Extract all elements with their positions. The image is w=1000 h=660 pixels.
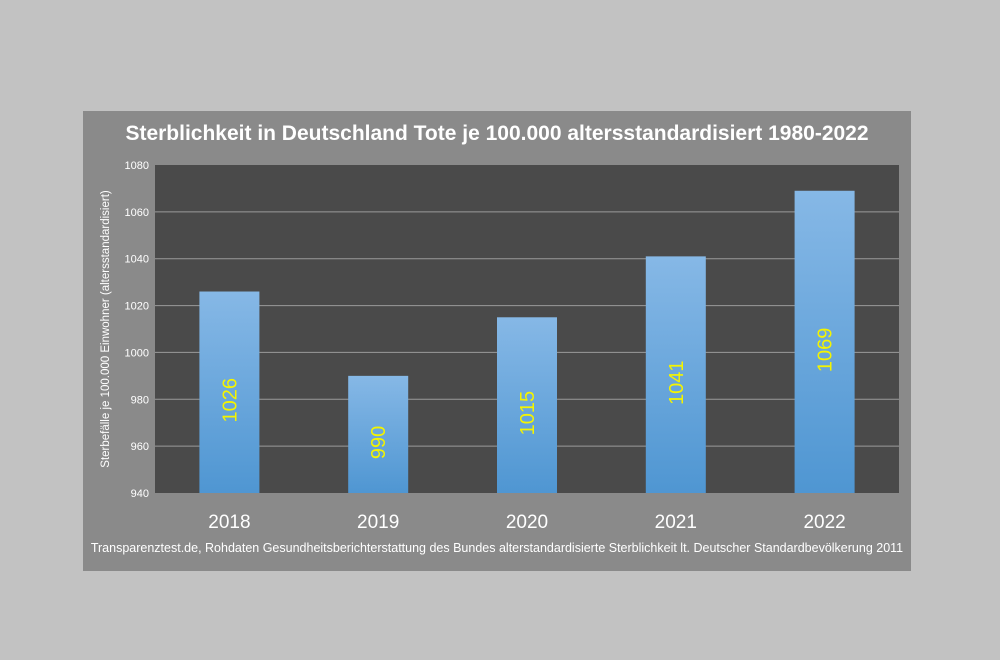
y-tick-label: 1000 [125,347,149,359]
bar-2020 [497,317,557,493]
y-axis-label: Sterbefälle je 100.000 Einwohner (alters… [100,190,112,468]
data-label-2019: 990 [368,426,390,459]
y-tick-label: 1080 [125,160,149,172]
chart-frame: Sterblichkeit in Deutschland Tote je 100… [83,111,911,571]
bar-2022 [794,190,855,493]
data-label-2022: 1069 [815,328,837,373]
y-tick-label: 960 [131,441,149,453]
data-label-2021: 1041 [666,360,688,405]
x-tick-label-2020: 2020 [506,512,548,533]
x-tick-label-2018: 2018 [208,512,250,533]
x-tick-label-2021: 2021 [655,512,697,533]
bar-chart: 940 960 980 1000 1020 1040 1060 1080 1026 2018 99… [100,160,899,533]
y-tick-label: 940 [131,488,149,500]
x-tick-label-2019: 2019 [357,512,399,533]
y-tick-label: 1060 [125,207,149,219]
chart-source: Transparenztest.de, Rohdaten Gesundheits… [90,541,904,555]
bar-2018 [199,291,260,493]
x-tick-label-2022: 2022 [803,512,845,533]
data-label-2018: 1026 [219,378,241,423]
bar-2021 [645,256,706,493]
chart-title: Sterblichkeit in Deutschland Tote je 100… [125,122,869,145]
y-tick-label: 980 [131,394,149,406]
y-tick-label: 1040 [125,254,149,266]
bar-2019 [348,375,409,493]
y-tick-label: 1020 [125,301,149,313]
data-label-2020: 1015 [517,391,539,436]
